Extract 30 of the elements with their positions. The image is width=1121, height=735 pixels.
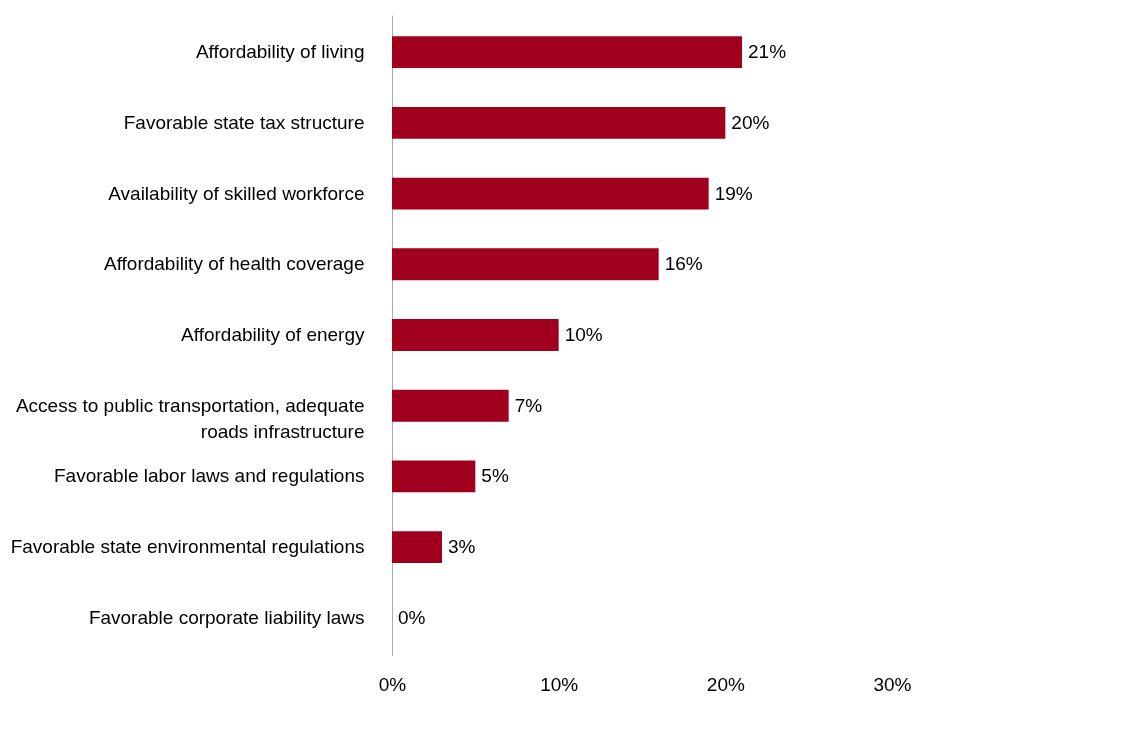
y-tick-label: Favorable labor laws and regulations <box>53 465 365 487</box>
bar <box>392 106 726 139</box>
data-label: 16% <box>664 253 703 275</box>
y-tick-label: Favorable corporate liability laws <box>88 606 365 628</box>
data-label: 0% <box>398 606 426 628</box>
x-tick-label: 0% <box>378 673 407 695</box>
data-label: 3% <box>448 536 476 558</box>
data-label: 19% <box>714 182 753 204</box>
y-tick-label: Affordability of living <box>195 41 365 63</box>
data-label: 5% <box>481 465 509 487</box>
bar <box>392 531 442 564</box>
bar <box>392 389 509 422</box>
x-tick-label: 30% <box>873 673 912 695</box>
y-tick-label: Access to public transportation, adequate roads infrastructure <box>15 394 365 442</box>
data-label: 10% <box>564 324 603 345</box>
x-tick-label: 10% <box>540 673 579 695</box>
bar <box>392 248 659 281</box>
data-label: 7% <box>514 394 543 416</box>
bar <box>392 177 709 210</box>
bar <box>392 460 476 493</box>
bar <box>392 36 742 69</box>
y-tick-label: Availability of skilled workforce <box>108 182 365 204</box>
y-tick-label: Favorable state environmental regulations <box>10 536 365 558</box>
x-tick-label: 20% <box>706 673 745 695</box>
data-label: 21% <box>748 41 787 63</box>
bar <box>392 319 559 351</box>
data-label: 20% <box>731 111 770 133</box>
y-tick-label: Affordability of energy <box>181 324 365 345</box>
y-tick-label: Affordability of health coverage <box>103 253 365 275</box>
y-tick-label: Favorable state tax structure <box>123 111 365 133</box>
